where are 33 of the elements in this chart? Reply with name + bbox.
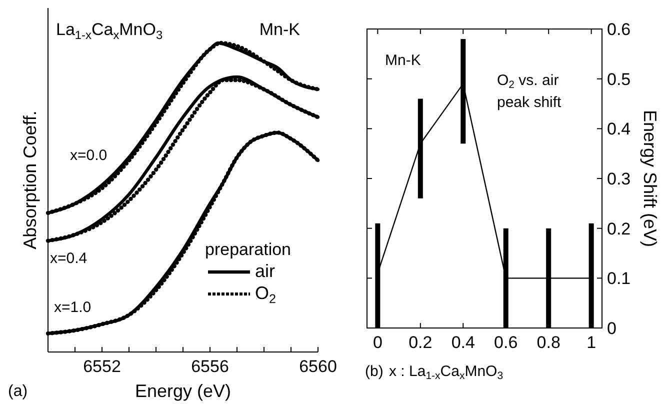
x-tick-label: 6552 [83,357,121,376]
x-tick-label: 0 [372,333,382,352]
annotation: x=0.0 [70,147,108,164]
annotation: peak shift [497,94,562,111]
text: (a) [8,383,28,400]
annotation: Mn-K [385,52,421,69]
annotation: x=0.4 [50,250,88,267]
x-tick-label: 0.8 [536,333,560,352]
text: La$_{1-x}$Ca$_{x}$MnO$_{3}$ [56,20,163,42]
annotation: O$_{2}$ vs. air [497,72,559,92]
text: Mn-K [259,20,301,39]
legend-title: preparation [205,240,292,259]
y-tick-label: 0.6 [607,20,631,39]
x-tick-label: 1 [586,333,596,352]
x-axis-title: x : La$_{1-x}$Ca$_{x}$MnO$_{3}$ [389,363,504,382]
x-tick-label: 0.2 [408,333,432,352]
x-tick-label: 0.4 [451,333,475,352]
x-tick-label: 0.6 [494,333,518,352]
y-axis-title: Energy Shift (eV) [640,110,660,248]
y-tick-label: 0.3 [607,170,631,188]
x-tick-label: 6560 [299,357,337,376]
legend-label: O$_{2}$ [255,283,276,306]
x-tick-label: 6556 [191,357,229,376]
text: (b) [365,363,384,380]
y-tick-label: 0.1 [607,269,631,288]
y-tick-label: 0.2 [607,219,631,238]
y-axis-title: Absorption Coeff. [20,110,40,250]
x-axis-title: Energy (eV) [134,381,232,401]
y-tick-label: 0.5 [607,70,631,89]
y-tick-label: 0.4 [607,120,631,139]
legend-label: air [255,261,276,281]
annotation: x=1.0 [54,299,92,316]
y-tick-label: 0 [607,319,616,338]
